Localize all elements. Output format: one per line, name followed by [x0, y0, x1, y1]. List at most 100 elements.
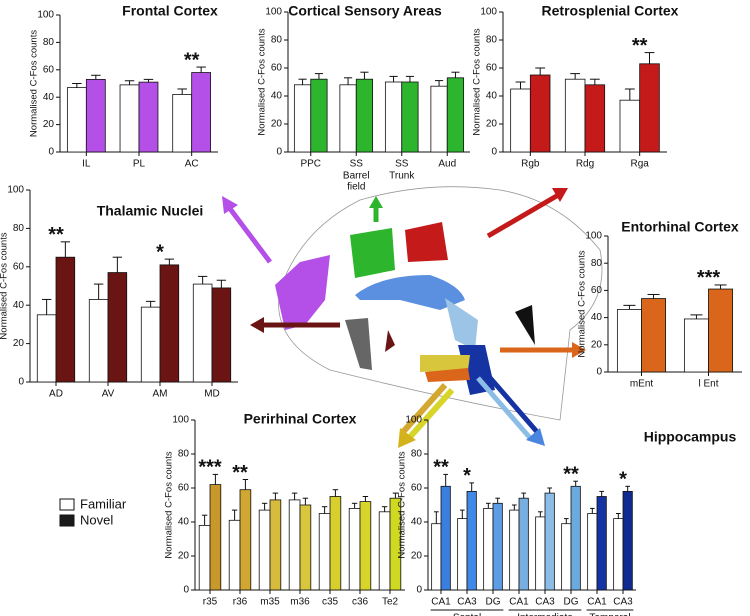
bar [616, 309, 642, 373]
bar [564, 78, 586, 153]
y-tick-label: 0 [48, 147, 54, 158]
bar [378, 511, 391, 591]
bar [384, 81, 403, 153]
bar [288, 499, 301, 591]
y-tick-label: 20 [591, 339, 603, 350]
group-label: Intermediate [517, 613, 573, 616]
x-sublabel: Trunk [389, 171, 415, 182]
x-tick-label: c35 [322, 597, 339, 608]
significance: *** [198, 457, 222, 479]
x-tick-label: CA3 [613, 597, 633, 608]
bar [228, 519, 241, 591]
y-tick-label: 60 [486, 63, 498, 74]
x-tick-label: Rgb [521, 159, 540, 170]
bar [561, 523, 572, 591]
x-tick-label: r36 [233, 597, 248, 608]
bar [401, 81, 419, 153]
bar [708, 288, 734, 373]
y-tick-label: 60 [13, 261, 25, 272]
x-tick-label: DG [564, 597, 579, 608]
y-tick-label: 40 [271, 91, 283, 102]
x-tick-label: CA3 [535, 597, 555, 608]
x-tick-label: PPC [300, 159, 321, 170]
bar [529, 74, 551, 153]
significance: * [463, 465, 471, 487]
y-tick-label: 80 [178, 449, 190, 460]
x-tick-label: SS [350, 159, 364, 170]
x-tick-label: IL [82, 159, 91, 170]
bar [613, 518, 624, 591]
bar [140, 306, 161, 383]
bar [66, 87, 87, 153]
bar [509, 509, 520, 591]
x-tick-label: mEnt [630, 379, 654, 390]
y-tick-label: 60 [271, 63, 283, 74]
chart-title: Retrosplenial Cortex [542, 3, 679, 19]
bar [329, 496, 342, 591]
legend-swatch [59, 498, 75, 511]
x-sublabel: field [347, 182, 365, 193]
significance: ** [632, 35, 648, 57]
y-axis-label: Normalised C-Fos counts [257, 28, 268, 135]
significance: ** [433, 457, 449, 479]
x-tick-label: Rga [630, 159, 649, 170]
y-axis-label: Normalised C-Fos counts [577, 250, 588, 357]
bar [446, 77, 465, 153]
bar [299, 504, 312, 591]
x-tick-label: Aud [438, 159, 456, 170]
x-tick-label: SS [395, 159, 409, 170]
y-tick-label: 20 [178, 551, 190, 562]
y-tick-label: 20 [13, 338, 25, 349]
y-tick-label: 80 [486, 35, 498, 46]
bar [211, 287, 232, 383]
y-axis-label: Normalised C-Fos counts [0, 232, 10, 339]
legend-swatch [59, 514, 75, 527]
significance: *** [697, 267, 721, 289]
x-tick-label: m35 [260, 597, 280, 608]
bar [172, 94, 193, 153]
x-tick-label: m36 [290, 597, 310, 608]
chart-title: Frontal Cortex [122, 3, 218, 19]
bar [119, 84, 140, 153]
bar [198, 525, 211, 591]
y-tick-label: 100 [585, 231, 602, 242]
bar [510, 88, 531, 153]
bar [544, 492, 555, 591]
y-tick-label: 40 [486, 91, 498, 102]
x-tick-label: c36 [352, 597, 369, 608]
y-tick-label: 80 [13, 223, 25, 234]
y-tick-label: 80 [411, 449, 423, 460]
chart-title: Hippocampus [644, 429, 737, 445]
x-tick-label: AD [49, 389, 63, 400]
significance: * [156, 241, 164, 263]
y-tick-label: 40 [411, 517, 423, 528]
bar [36, 314, 57, 383]
bar [518, 497, 529, 591]
y-axis-label: Normalised C-Fos counts [472, 28, 483, 135]
bar [55, 256, 76, 383]
chart-title: Entorhinal Cortex [621, 219, 739, 235]
y-tick-label: 100 [405, 415, 422, 426]
y-tick-label: 40 [591, 312, 603, 323]
bar [191, 72, 212, 153]
y-tick-label: 0 [596, 367, 602, 378]
bar [641, 298, 667, 373]
y-tick-label: 20 [411, 551, 423, 562]
y-tick-label: 20 [43, 119, 55, 130]
x-tick-label: AC [185, 159, 199, 170]
x-tick-label: CA3 [457, 597, 477, 608]
bar [622, 490, 633, 591]
y-tick-label: 100 [265, 7, 282, 18]
bar [339, 84, 357, 153]
y-axis-label: Normalised C-Fos counts [164, 451, 175, 558]
x-tick-label: CA1 [587, 597, 607, 608]
y-tick-label: 0 [276, 147, 282, 158]
x-tick-label: Rdg [576, 159, 594, 170]
x-sublabel: Barrel [343, 171, 370, 182]
bar [138, 81, 159, 153]
y-tick-label: 60 [43, 64, 55, 75]
y-tick-label: 0 [416, 585, 422, 596]
bar [639, 63, 660, 153]
y-tick-label: 20 [486, 119, 498, 130]
